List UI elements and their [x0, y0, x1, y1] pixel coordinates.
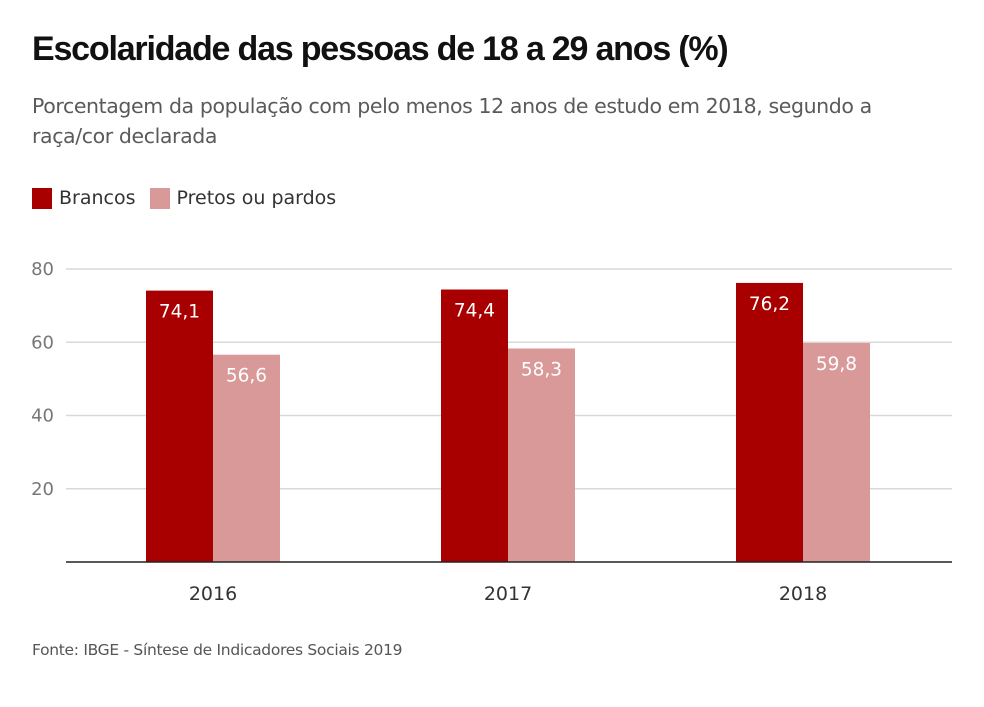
- y-tick-label: 80: [31, 259, 54, 280]
- x-tick-label-2018: 2018: [779, 583, 827, 605]
- y-axis-ticks: 20 40 60 80: [31, 259, 54, 500]
- x-axis-ticks: 2016 2017 2018: [189, 583, 827, 605]
- y-tick-label: 20: [31, 479, 54, 500]
- legend-item-brancos: Brancos: [32, 187, 136, 209]
- legend-label-pretos-ou-pardos: Pretos ou pardos: [176, 187, 337, 209]
- x-tick-label-2017: 2017: [484, 583, 532, 605]
- y-tick-label: 60: [31, 332, 54, 353]
- legend-label-brancos: Brancos: [59, 187, 136, 209]
- bar-pretos-ou-pardos-2017: [508, 348, 575, 562]
- bar-brancos-2017: [441, 289, 508, 562]
- chart-subtitle: Porcentagem da população com pelo menos …: [32, 94, 872, 148]
- data-label-brancos-2017: 74,4: [454, 301, 495, 322]
- data-label-brancos-2016: 74,1: [159, 302, 200, 323]
- legend-swatch-brancos: [32, 187, 52, 209]
- bar-brancos-2018: [736, 282, 803, 562]
- data-label-pretos-ou-pardos-2018: 59,8: [816, 354, 857, 375]
- legend-item-pretos-ou-pardos: Pretos ou pardos: [149, 187, 337, 209]
- bars: [146, 282, 870, 562]
- data-label-pretos-ou-pardos-2017: 58,3: [521, 359, 562, 380]
- x-tick-label-2016: 2016: [189, 583, 237, 605]
- chart-title: Escolaridade das pessoas de 18 a 29 anos…: [32, 30, 729, 68]
- legend-swatch-pretos-ou-pardos: [149, 187, 170, 209]
- data-label-pretos-ou-pardos-2016: 56,6: [226, 366, 267, 387]
- source-note: Fonte: IBGE - Síntese de Indicadores Soc…: [32, 641, 403, 659]
- y-tick-label: 40: [31, 406, 54, 427]
- data-labels: 74,1 56,6 74,4 58,3 76,2 59,8: [159, 294, 857, 387]
- bar-brancos-2016: [146, 290, 213, 562]
- bar-pretos-ou-pardos-2018: [803, 342, 870, 562]
- legend: Brancos Pretos ou pardos: [32, 187, 350, 209]
- data-label-brancos-2018: 76,2: [749, 294, 790, 315]
- bar-pretos-ou-pardos-2016: [213, 354, 280, 562]
